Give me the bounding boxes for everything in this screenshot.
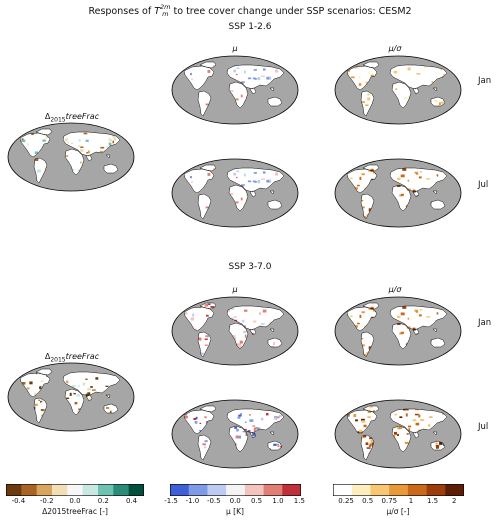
- colorbar-tick-label: 1: [408, 497, 414, 505]
- colorbar-tick-label: -0.2: [39, 497, 54, 505]
- colorbar-tick-label: 0.4: [126, 497, 138, 505]
- row-label-jan: Jan: [478, 76, 492, 86]
- colorbar-tick-label: 0.0: [229, 497, 241, 505]
- column-header-mu: μ: [232, 285, 238, 294]
- map-label-delta-treefrac: Δ2015treeFrac: [44, 112, 100, 124]
- map-mu-sigma-jan-ssp126: [334, 55, 462, 125]
- scenario-label-ssp126: SSP 1-2.6: [228, 22, 272, 32]
- map-mu-sigma-jan-ssp370: [334, 296, 462, 366]
- row-label-jan: Jan: [478, 318, 492, 328]
- map-delta-treefrac-ssp370: [7, 362, 135, 432]
- map-delta-treefrac-ssp126: [7, 122, 135, 192]
- row-label-jul: Jul: [478, 180, 489, 190]
- map-mu-sigma-jul-ssp126: [334, 158, 462, 228]
- row-label-jul: Jul: [478, 422, 489, 432]
- colorbar-tick-label: 2: [451, 497, 457, 505]
- colorbar-tick-label: 0.25: [338, 497, 354, 505]
- column-header-mu-sigma: μ/σ: [388, 285, 402, 294]
- map-mu-jan-ssp370: [171, 296, 299, 366]
- colorbar-mu: -1.5 -1.0 -0.5 0.0 0.5 1.0 1.5 μ [K]: [164, 484, 305, 516]
- colorbar-label-mu-sigma: μ/σ [-]: [386, 507, 410, 516]
- colorbar-tick-label: -0.4: [11, 497, 26, 505]
- colorbar-tick-label: 1.5: [426, 497, 439, 505]
- colorbar-tick-label: -1.5: [164, 497, 178, 505]
- colorbar-tick-label: 0.2: [97, 497, 109, 505]
- map-mu-jan-ssp126: [171, 55, 299, 125]
- scenario-label-ssp370: SSP 3-7.0: [228, 262, 272, 272]
- figure-title: Responses of T 2m m to tree cover change u…: [0, 4, 500, 18]
- colorbar-label-mu: μ [K]: [226, 507, 244, 516]
- colorbar-delta-treefrac: -0.4 -0.2 0.0 0.2 0.4 Δ2015treeFrac [-]: [6, 484, 144, 516]
- colorbar-tick-label: 1.5: [293, 497, 305, 505]
- map-label-delta-treefrac: Δ2015treeFrac: [44, 352, 100, 364]
- map-mu-jul-ssp370: [171, 399, 299, 469]
- colorbar-tick-label: 0.0: [69, 497, 81, 505]
- colorbar-tick-label: -0.5: [206, 497, 221, 505]
- colorbar-label-delta-treefrac: Δ2015treeFrac [-]: [42, 507, 108, 516]
- colorbar-mu-sigma: 0.25 0.5 0.75 1 1.5 2 μ/σ [-]: [333, 484, 464, 516]
- colorbar-tick-label: -1.0: [185, 497, 200, 505]
- map-mu-jul-ssp126: [171, 158, 299, 228]
- column-header-mu: μ: [232, 44, 238, 53]
- colorbar-tick-label: 0.75: [381, 497, 398, 505]
- column-header-mu-sigma: μ/σ: [388, 44, 402, 53]
- title-text: Responses of T 2m m to tree cover change u…: [88, 3, 412, 18]
- colorbar-tick-label: 1.0: [272, 497, 284, 505]
- colorbar-tick-label: 0.5: [362, 497, 374, 505]
- colorbar-tick-label: 0.5: [251, 497, 263, 505]
- map-mu-sigma-jul-ssp370: [334, 399, 462, 469]
